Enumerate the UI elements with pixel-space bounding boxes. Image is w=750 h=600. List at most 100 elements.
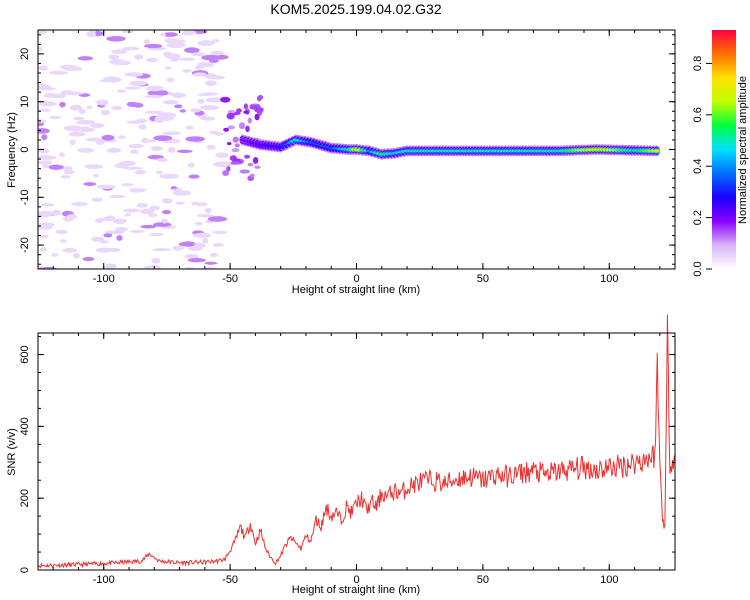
heatmap-noise-cell: [59, 101, 66, 108]
snr-panel: -100 -50 0 50 100 0 200 400 600 Height of straig…: [6, 314, 676, 596]
heatmap-noise-cell: [38, 148, 50, 154]
heatmap-noise-cell: [162, 99, 179, 105]
heatmap-noise-cell: [176, 149, 193, 154]
heatmap-noise-cell: [78, 108, 86, 115]
heatmap-noise-cell: [152, 248, 172, 252]
y-tick-label: 20: [19, 48, 31, 60]
heatmap-noise-cell: [134, 170, 147, 175]
heatmap-noise-cell: [106, 149, 114, 153]
heatmap-noise-cell: [210, 50, 225, 56]
heatmap-noise-cell: [211, 75, 226, 80]
heatmap-cluster-cell: [226, 112, 235, 120]
heatmap-cluster-cell: [227, 110, 236, 114]
heatmap-noise-cell: [41, 134, 48, 141]
heatmap-noise-cell: [41, 234, 49, 239]
spectrogram-heatmap: [38, 30, 660, 269]
heatmap-noise-cell: [203, 62, 214, 68]
heatmap-noise-cell: [174, 104, 183, 109]
figure-title: KOM5.2025.199.04.02.G32: [270, 1, 441, 17]
heatmap-noise-cell: [68, 131, 86, 137]
heatmap-noise-cell: [177, 57, 196, 61]
colorbar: 0.0 0.2 0.4 0.6 0.8 Normalized spectral ampl…: [692, 30, 749, 277]
heatmap-cluster-cell: [254, 106, 264, 113]
heatmap-noise-cell: [184, 254, 199, 259]
heatmap-noise-cell: [123, 208, 140, 213]
heatmap-noise-cell: [103, 76, 119, 82]
heatmap-noise-cell: [121, 46, 140, 51]
heatmap-noise-cell: [69, 139, 76, 146]
heatmap-noise-cell: [48, 115, 62, 120]
heatmap-noise-cell: [63, 91, 84, 96]
heatmap-noise-cell: [204, 80, 217, 86]
heatmap-noise-cell: [49, 70, 68, 75]
y-tick-label: -10: [19, 189, 31, 205]
snr-ylabel: SNR (v/v): [6, 428, 18, 476]
x-tick-label: -100: [93, 574, 115, 586]
heatmap-noise-cell: [114, 226, 129, 232]
heatmap-noise-cell: [96, 184, 112, 189]
heatmap-noise-cell: [206, 145, 216, 150]
heatmap-noise-cell: [100, 110, 111, 116]
heatmap-noise-cell: [185, 125, 194, 130]
heatmap-cluster-cell: [247, 117, 253, 124]
heatmap-noise-cell: [188, 174, 200, 179]
heatmap-noise-cell: [209, 252, 219, 257]
heatmap-noise-cell: [145, 58, 159, 63]
heatmap-noise-cell: [120, 183, 134, 187]
heatmap-noise-cell: [153, 222, 172, 227]
heatmap-noise-cell: [164, 53, 181, 60]
heatmap-cluster-cell: [231, 148, 240, 153]
heatmap-noise-cell: [144, 110, 165, 114]
heatmap-noise-cell: [202, 237, 209, 244]
heatmap-noise-cell: [179, 109, 187, 113]
x-tick-label: 0: [353, 574, 359, 586]
heatmap-noise-cell: [62, 66, 83, 72]
colorbar-tick-label: 0.4: [692, 159, 704, 174]
heatmap-noise-cell: [205, 97, 224, 103]
heatmap-noise-cell: [38, 210, 54, 217]
heatmap-cluster-cell: [245, 125, 250, 133]
heatmap-noise-cell: [85, 137, 102, 142]
heatmap-noise-cell: [38, 122, 45, 127]
heatmap-noise-cell: [76, 119, 96, 125]
heatmap-noise-cell: [38, 155, 57, 160]
heatmap-noise-cell: [153, 135, 173, 141]
spectrogram-ylabel: Frequency (Hz): [6, 112, 18, 188]
heatmap-noise-cell: [213, 161, 233, 168]
heatmap-noise-cell: [172, 245, 185, 251]
snr-xlabel: Height of straight line (km): [292, 584, 420, 596]
heatmap-cluster-cell: [238, 122, 246, 130]
heatmap-cluster-cell: [256, 95, 262, 102]
heatmap-noise-cell: [146, 85, 164, 92]
heatmap-noise-cell: [149, 205, 161, 211]
heatmap-noise-cell: [38, 30, 48, 34]
heatmap-noise-cell: [128, 143, 144, 149]
x-tick-label: 50: [477, 273, 489, 285]
heatmap-noise-cell: [197, 40, 215, 47]
heatmap-noise-cell: [141, 137, 149, 144]
heatmap-noise-cell: [119, 160, 137, 166]
colorbar-label: Normalized spectral amplitude: [737, 76, 749, 224]
heatmap-noise-cell: [69, 104, 83, 111]
heatmap-cluster-cell: [232, 136, 239, 143]
x-tick-label: -50: [222, 574, 238, 586]
heatmap-noise-cell: [185, 136, 205, 142]
heatmap-noise-cell: [143, 43, 163, 49]
y-tick-label: 600: [19, 345, 31, 363]
heatmap-noise-cell: [106, 35, 126, 42]
colorbar-ticks: 0.0 0.2 0.4 0.6 0.8: [692, 56, 712, 277]
heatmap-noise-cell: [40, 247, 47, 252]
heatmap-noise-cell: [136, 118, 148, 124]
heatmap-noise-cell: [167, 147, 176, 153]
heatmap-noise-cell: [109, 194, 126, 199]
heatmap-noise-cell: [209, 59, 219, 63]
heatmap-noise-cell: [96, 99, 109, 106]
heatmap-noise-cell: [86, 105, 93, 110]
heatmap-cluster-cell: [243, 103, 249, 110]
heatmap-noise-cell: [197, 98, 205, 104]
heatmap-noise-cell: [190, 108, 201, 113]
heatmap-noise-cell: [38, 65, 48, 71]
heatmap-noise-cell: [139, 208, 155, 215]
heatmap-cluster-cell: [244, 154, 251, 159]
